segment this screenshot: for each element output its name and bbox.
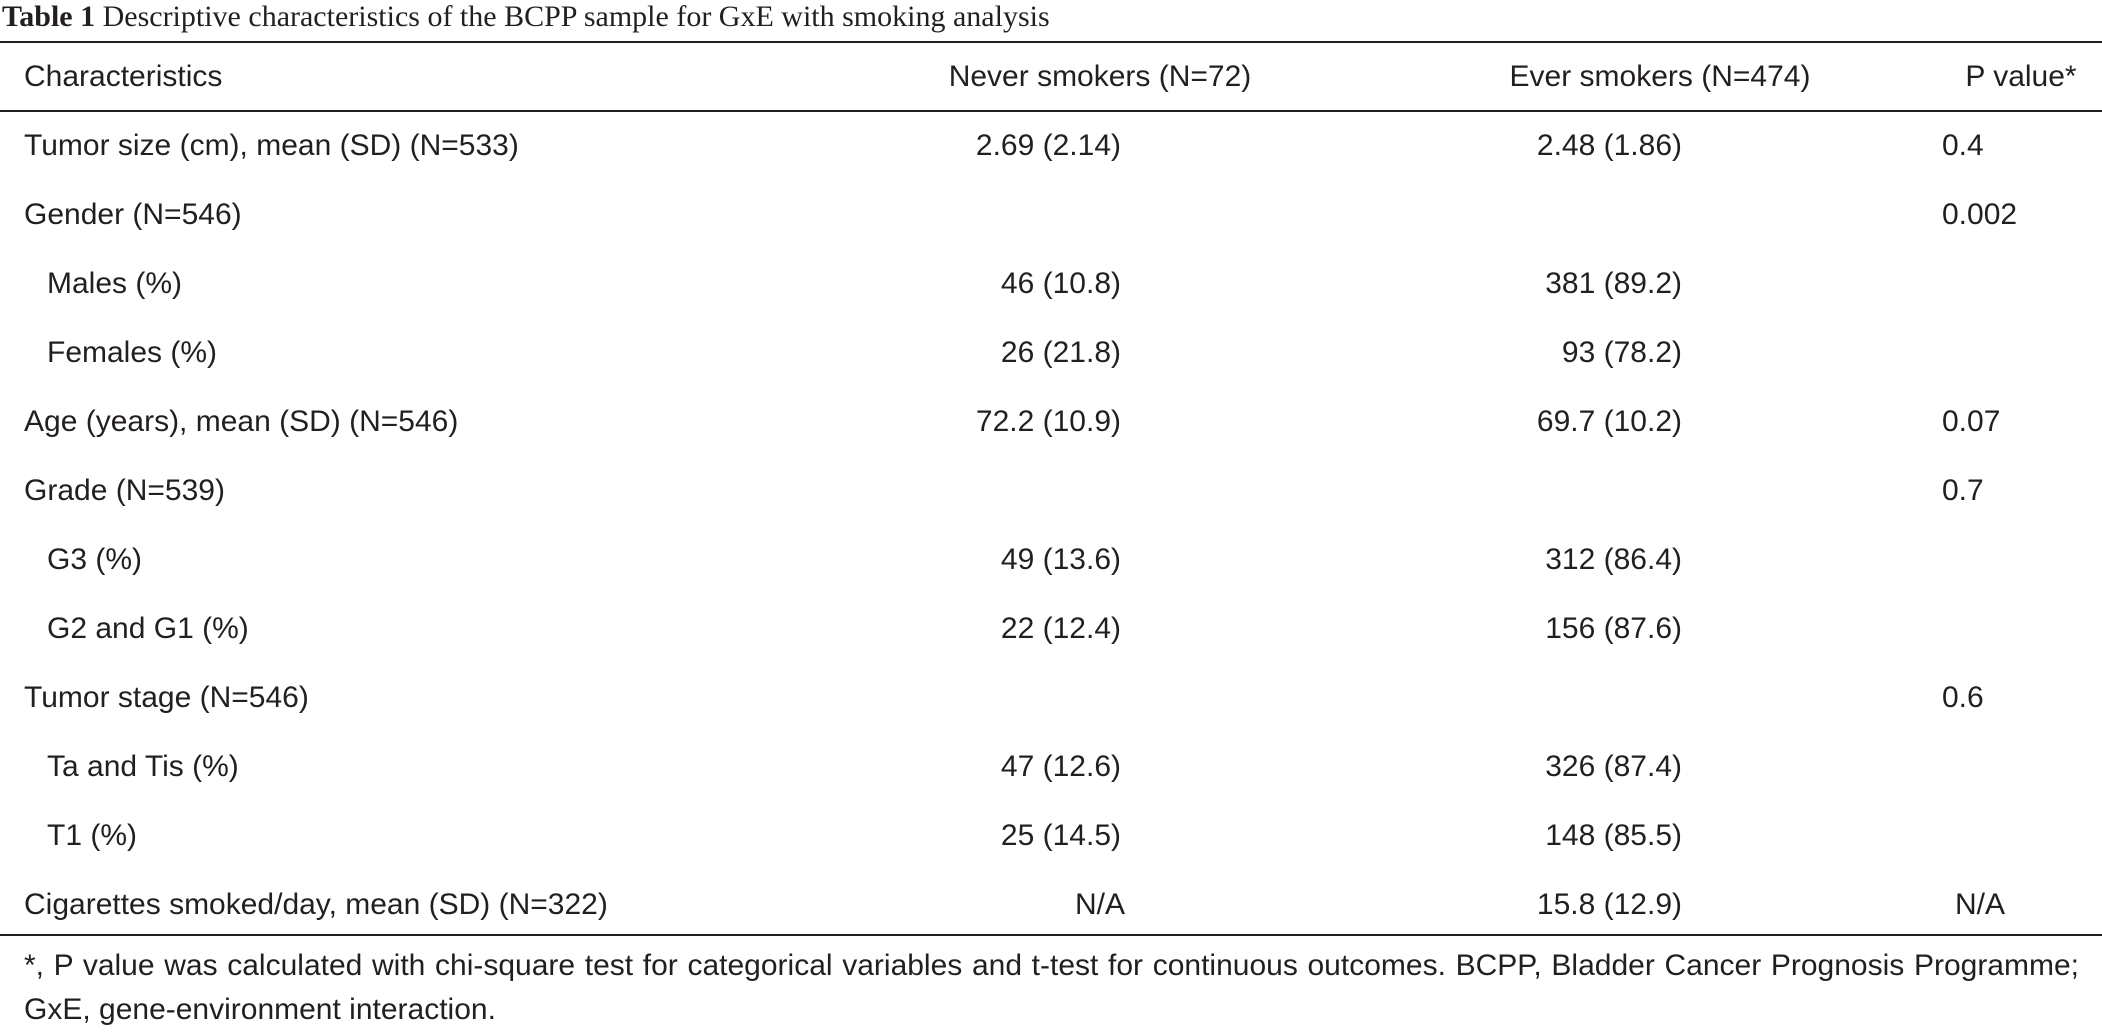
table-row: Tumor stage (N=546) 0.6: [0, 663, 2102, 732]
never-smokers-value: 49 (13.6): [1000, 542, 1121, 576]
p-value: N/A: [1955, 887, 2006, 921]
never-smokers-value: 46 (10.8): [1000, 266, 1121, 300]
table-header-rule: [0, 110, 2102, 112]
ever-smokers-value: 15.8 (12.9): [1536, 887, 1682, 921]
never-smokers-value: 72.2 (10.9): [975, 404, 1121, 438]
p-value: 0.4: [1942, 128, 1984, 162]
table-caption-label: Table 1: [2, 0, 96, 33]
row-label: Ta and Tis (%): [47, 749, 239, 783]
row-label: G2 and G1 (%): [47, 611, 249, 645]
characteristics-table: Characteristics Never smokers (N=72) Eve…: [0, 42, 2102, 939]
table-row: Age (years), mean (SD) (N=546) 72.2 (10.…: [0, 387, 2102, 456]
table-footnote: *, P value was calculated with chi-squar…: [24, 949, 2079, 1026]
never-smokers-value: 26 (21.8): [1000, 335, 1121, 369]
never-smokers-value: N/A: [1074, 887, 1125, 921]
table-row: Males (%) 46 (10.8) 381 (89.2): [0, 249, 2102, 318]
row-label: T1 (%): [47, 818, 137, 852]
row-label: Tumor size (cm), mean (SD) (N=533): [24, 128, 519, 162]
p-value: [1940, 525, 2102, 594]
ever-smokers-value: 381 (89.2): [1545, 266, 1682, 300]
row-label: Age (years), mean (SD) (N=546): [24, 404, 459, 438]
p-value: [1940, 594, 2102, 663]
ever-smokers-value: [1380, 663, 1940, 732]
p-value: 0.6: [1942, 680, 1984, 714]
table-header-row: Characteristics Never smokers (N=72) Eve…: [0, 42, 2102, 111]
row-label: Males (%): [47, 266, 183, 300]
p-value: [1940, 732, 2102, 801]
row-label: Cigarettes smoked/day, mean (SD) (N=322): [24, 887, 608, 921]
table-caption: Table 1 Descriptive characteristics of t…: [2, 0, 1050, 36]
ever-smokers-value: [1380, 456, 1940, 525]
table-row: Ta and Tis (%) 47 (12.6) 326 (87.4): [0, 732, 2102, 801]
never-smokers-value: [820, 456, 1380, 525]
ever-smokers-value: 156 (87.6): [1545, 611, 1682, 645]
table-caption-text: Descriptive characteristics of the BCPP …: [102, 0, 1050, 33]
header-characteristics: Characteristics: [24, 59, 223, 93]
table-row: Grade (N=539) 0.7: [0, 456, 2102, 525]
never-smokers-value: 47 (12.6): [1000, 749, 1121, 783]
row-label: Gender (N=546): [24, 197, 242, 231]
ever-smokers-value: 312 (86.4): [1545, 542, 1682, 576]
ever-smokers-value: 2.48 (1.86): [1536, 128, 1682, 162]
ever-smokers-value: [1380, 180, 1940, 249]
row-label: Tumor stage (N=546): [24, 680, 309, 714]
table-row: T1 (%) 25 (14.5) 148 (85.5): [0, 801, 2102, 870]
never-smokers-value: [820, 663, 1380, 732]
header-ever-smokers: Ever smokers (N=474): [1509, 59, 1811, 93]
ever-smokers-value: 93 (78.2): [1561, 335, 1682, 369]
table-row: Cigarettes smoked/day, mean (SD) (N=322)…: [0, 870, 2102, 939]
row-label: Females (%): [47, 335, 218, 369]
row-label: G3 (%): [47, 542, 143, 576]
table-row: Females (%) 26 (21.8) 93 (78.2): [0, 318, 2102, 387]
p-value: [1940, 801, 2102, 870]
p-value: 0.07: [1942, 404, 2001, 438]
table-row: G3 (%) 49 (13.6) 312 (86.4): [0, 525, 2102, 594]
never-smokers-value: 25 (14.5): [1000, 818, 1121, 852]
header-p-value: P value*: [1965, 59, 2077, 93]
ever-smokers-value: 69.7 (10.2): [1536, 404, 1682, 438]
never-smokers-value: 22 (12.4): [1000, 611, 1121, 645]
p-value: [1940, 249, 2102, 318]
ever-smokers-value: 326 (87.4): [1545, 749, 1682, 783]
table-row: Gender (N=546) 0.002: [0, 180, 2102, 249]
p-value: 0.002: [1942, 197, 2018, 231]
row-label: Grade (N=539): [24, 473, 225, 507]
table-row: G2 and G1 (%) 22 (12.4) 156 (87.6): [0, 594, 2102, 663]
never-smokers-value: 2.69 (2.14): [975, 128, 1121, 162]
table-top-rule: [0, 41, 2102, 43]
never-smokers-value: [820, 180, 1380, 249]
table-row: Tumor size (cm), mean (SD) (N=533) 2.69 …: [0, 111, 2102, 180]
header-never-smokers: Never smokers (N=72): [948, 59, 1252, 93]
p-value: 0.7: [1942, 473, 1984, 507]
ever-smokers-value: 148 (85.5): [1545, 818, 1682, 852]
table-bottom-rule: [0, 934, 2102, 936]
p-value: [1940, 318, 2102, 387]
